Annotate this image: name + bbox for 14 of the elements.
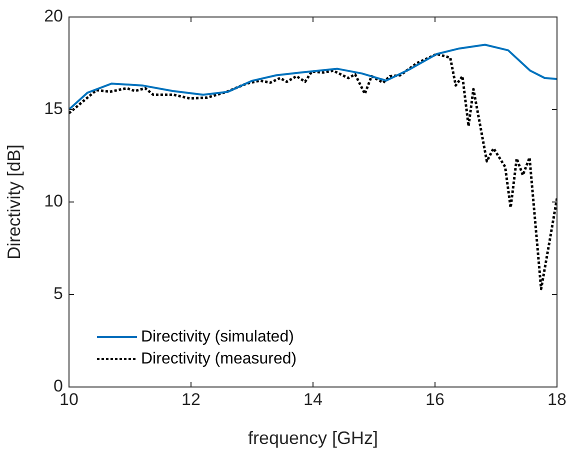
- x-tick-label: 14: [304, 390, 322, 409]
- legend-label: Directivity (simulated): [141, 328, 294, 346]
- x-tick-label: 12: [182, 390, 200, 409]
- y-tick-label: 10: [44, 192, 63, 211]
- y-tick-label: 15: [44, 99, 63, 118]
- line-series: [69, 52, 557, 290]
- y-tick-label: 0: [54, 376, 63, 396]
- x-tick-label: 16: [426, 390, 444, 409]
- x-tick-label: 18: [548, 390, 566, 409]
- legend-label: Directivity (measured): [141, 350, 297, 368]
- x-axis-title: frequency [GHz]: [248, 428, 378, 448]
- y-tick-label: 5: [54, 284, 63, 304]
- y-tick-label: 20: [44, 6, 63, 26]
- y-axis-title: Directivity [dB]: [4, 144, 24, 260]
